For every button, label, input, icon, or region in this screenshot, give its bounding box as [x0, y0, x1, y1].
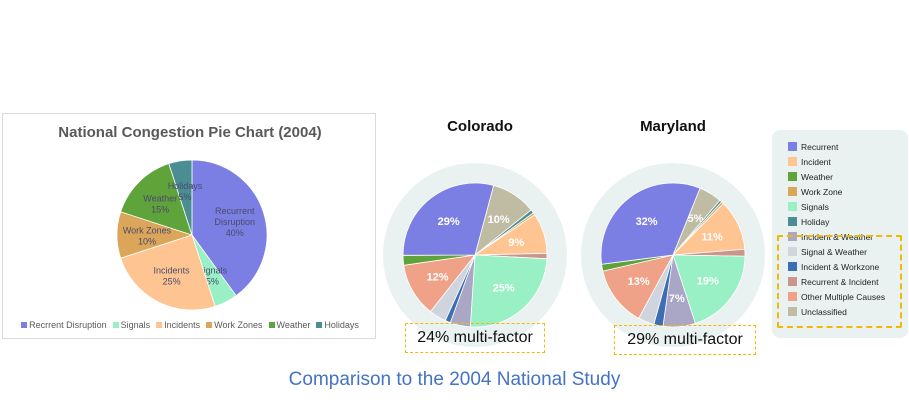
pie-slice-holidays: [168, 159, 193, 236]
legend-swatch: [112, 322, 119, 328]
legend-swatch: [788, 307, 797, 316]
slice-label: 29%: [438, 216, 460, 228]
legend-item-recurrent-incident: Recurrent & Incident: [788, 277, 878, 287]
legend-item-incident: Incident: [788, 157, 831, 167]
legend-item-holidays: Holidays: [316, 320, 359, 330]
national-pie: RecurrentDisruption40%Signals5%Incidents…: [116, 159, 268, 311]
legend-swatch: [316, 322, 323, 328]
slice-label: 9%: [508, 237, 524, 249]
maryland-multifactor-note: 29% multi-factor: [614, 325, 756, 355]
legend-item-recurrent: Recurrent: [788, 142, 838, 152]
legend-label: Holiday: [801, 217, 830, 227]
slice-label: Weather: [143, 194, 177, 204]
slice-label: 10%: [488, 214, 510, 226]
national-chart-panel: National Congestion Pie Chart (2004) Rec…: [2, 113, 376, 339]
colorado-pie: 10% 9% 25% 12% 29%: [383, 163, 567, 347]
maryland-pie: 5% 11% 19% 7% 13% 32%: [581, 163, 765, 347]
slice-label: Recurrent: [215, 206, 255, 216]
pie-slice-recurrent: [600, 182, 701, 265]
slice-label: 25%: [163, 277, 181, 287]
legend-label: Incidents: [164, 320, 201, 330]
legend-item-other-multiple-causes: Other Multiple Causes: [788, 292, 885, 302]
legend-item-recrrent-disruption: Recrrent Disruption: [21, 320, 107, 330]
legend-swatch: [788, 172, 797, 181]
legend-item-incident-workzone: Incident & Workzone: [788, 262, 879, 272]
slice-label: 19%: [697, 276, 719, 288]
legend-swatch: [21, 322, 28, 328]
slice-label: 25%: [493, 282, 515, 294]
legend-swatch: [788, 247, 797, 256]
legend-swatch: [788, 202, 797, 211]
pie-slice-recurrent: [402, 182, 495, 256]
legend-item-work-zone: Work Zone: [788, 187, 842, 197]
legend-label: Other Multiple Causes: [801, 292, 886, 302]
legend-swatch: [156, 322, 163, 328]
legend-item-weather: Weather: [268, 320, 311, 330]
legend-label: Incident & Weather: [801, 232, 874, 242]
slice-label: 11%: [701, 232, 723, 244]
national-chart-title: National Congestion Pie Chart (2004): [58, 124, 322, 141]
slice-label: 5%: [178, 192, 191, 202]
pie-slice-weather: [120, 163, 193, 236]
legend-item-work-zones: Work Zones: [206, 320, 263, 330]
pie-slice-recrrent-disruption: [191, 159, 268, 297]
slice-label: Holidays: [168, 181, 203, 191]
legend-item-signals: Signals: [788, 202, 829, 212]
slice-label: Signals: [198, 266, 228, 276]
slice-label: Work Zones: [123, 226, 172, 236]
legend-item-incidents: Incidents: [156, 320, 200, 330]
legend-label: Recrrent Disruption: [29, 320, 107, 330]
legend-label: Weather: [801, 172, 833, 182]
pie-slice-other-multiple-causes: [602, 254, 674, 319]
maryland-title: Maryland: [640, 118, 706, 135]
legend-item-weather: Weather: [788, 172, 833, 182]
legend-swatch: [788, 157, 797, 166]
legend-label: Recurrent & Incident: [801, 277, 879, 287]
caption: Comparison to the 2004 National Study: [288, 369, 621, 390]
slice-label: 15%: [151, 205, 169, 215]
legend-label: Signals: [801, 202, 829, 212]
legend-swatch: [206, 322, 213, 328]
legend-label: Unclassified: [801, 307, 847, 317]
legend-swatch: [788, 262, 797, 271]
colorado-title: Colorado: [447, 118, 513, 135]
pie-slice-incidents: [120, 234, 216, 311]
slice-label: 5%: [688, 213, 704, 225]
slice-label: 32%: [636, 216, 658, 228]
legend-item-unclassified: Unclassified: [788, 307, 847, 317]
legend-swatch: [788, 187, 797, 196]
pie-slice-signals: [469, 254, 548, 328]
legend-item-signals: Signals: [112, 320, 151, 330]
legend-swatch: [788, 217, 797, 226]
legend-label: Signals: [120, 320, 151, 330]
legend-label: Weather: [276, 320, 311, 330]
slice-label: 40%: [226, 228, 244, 238]
legend-label: Incident & Workzone: [801, 262, 880, 272]
legend-swatch: [788, 292, 797, 301]
legend-label: Recurrent: [801, 142, 839, 152]
legend-label: Holidays: [324, 320, 359, 330]
slice-label: Incidents: [154, 266, 191, 276]
slice-label: 10%: [138, 237, 156, 247]
legend-label: Work Zone: [801, 187, 843, 197]
legend-label: Incident: [801, 157, 831, 167]
national-legend: Recrrent Disruption Signals Incidents Work …: [3, 320, 377, 330]
colorado-multifactor-note: 24% multi-factor: [405, 323, 545, 353]
legend-swatch: [788, 277, 797, 286]
slice-label: 12%: [427, 272, 449, 284]
legend-item-holiday: Holiday: [788, 217, 829, 227]
slice-label: Disruption: [215, 217, 256, 227]
state-legend: Recurrent Incident Weather Work Zone Signals…: [772, 130, 908, 338]
multi-factor-highlight: [777, 235, 902, 328]
slice-label: 7%: [669, 293, 685, 305]
pie-slice-signals: [672, 254, 746, 324]
legend-swatch: [268, 322, 275, 328]
legend-swatch: [788, 142, 797, 151]
legend-item-signal-weather: Signal & Weather: [788, 247, 867, 257]
legend-label: Work Zones: [214, 320, 263, 330]
legend-label: Signal & Weather: [801, 247, 867, 257]
slice-label: 13%: [628, 276, 650, 288]
slice-label: 5%: [206, 277, 219, 287]
